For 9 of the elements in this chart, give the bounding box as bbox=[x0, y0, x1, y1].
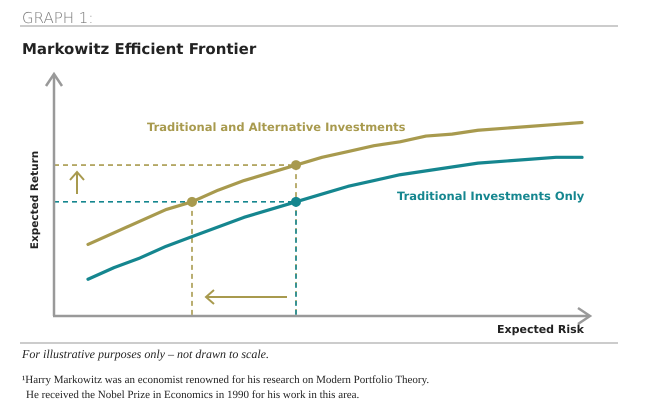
text: For illustrative purposes only – not drawn to scale. bbox=[21, 347, 269, 361]
text: ¹Harry Markowitz was an economist renowned for his research on Modern Portfolio Theory. bbox=[22, 374, 430, 386]
chart-title: Markowitz Efficient Frontier bbox=[22, 40, 257, 58]
series-label: Traditional Investments Only bbox=[397, 189, 585, 203]
series-label: Traditional and Alternative Investments bbox=[147, 120, 406, 134]
y-axis-title: Expected Return bbox=[29, 150, 41, 250]
text: He received the Nobel Prize in Economics in 1990 for his work in this area. bbox=[26, 389, 360, 401]
caption: GRAPH 1: bbox=[22, 9, 94, 27]
x-axis-title: Expected Risk bbox=[497, 323, 585, 336]
